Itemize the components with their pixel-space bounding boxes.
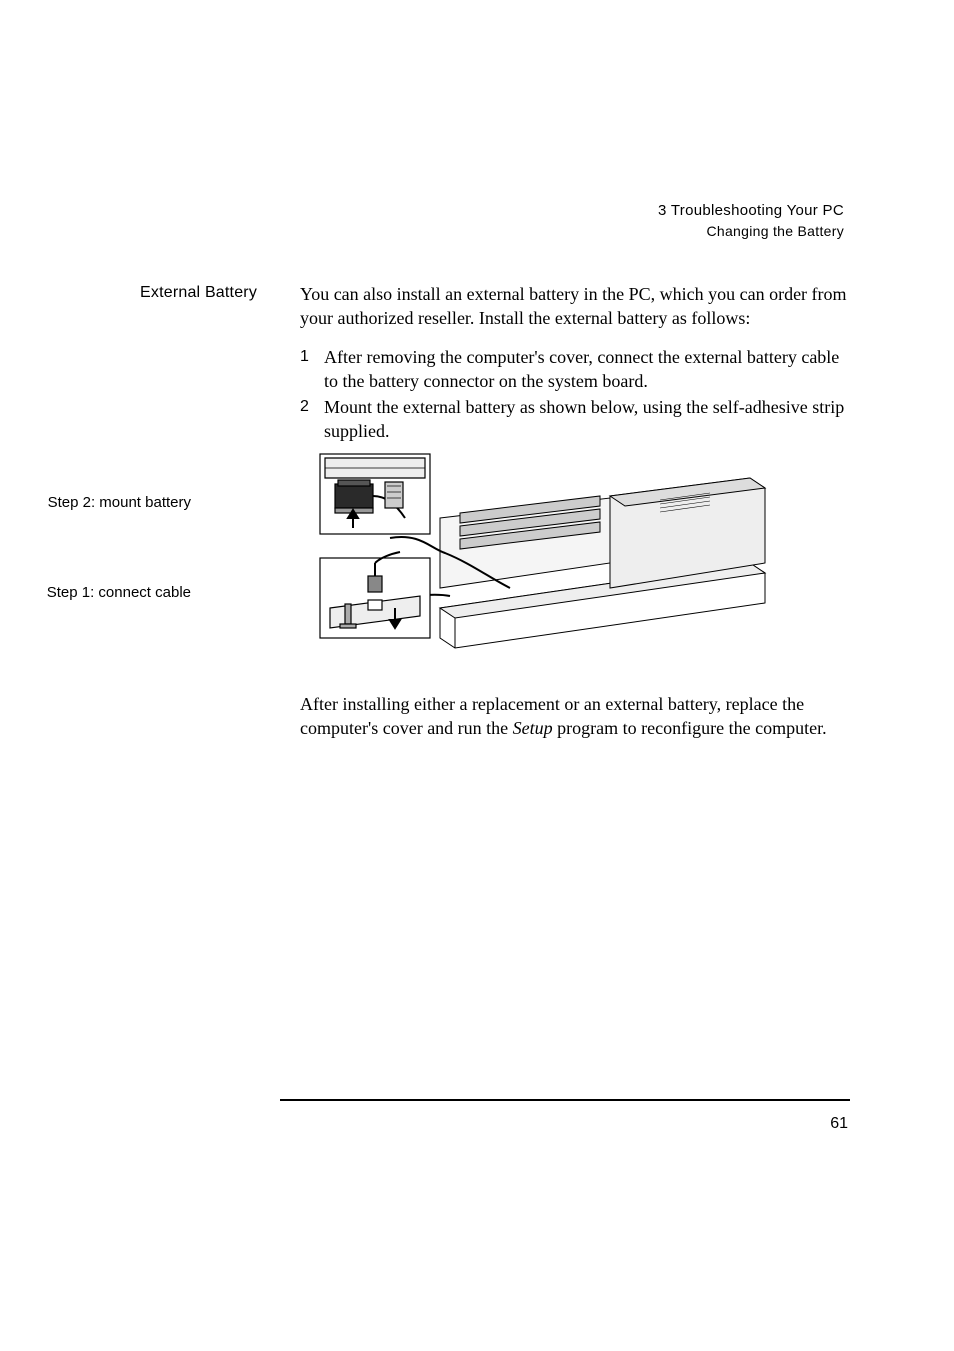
callout-step2: Step 2: mount battery	[31, 494, 191, 511]
footer-rule	[280, 1099, 850, 1101]
intro-paragraph: You can also install an external battery…	[300, 282, 850, 331]
page-container: 3 Troubleshooting Your PC Changing the B…	[0, 0, 954, 1351]
step-number: 2	[300, 395, 324, 418]
body-text: You can also install an external battery…	[300, 282, 850, 446]
page-header: 3 Troubleshooting Your PC Changing the B…	[658, 202, 844, 239]
step-number: 1	[300, 345, 324, 368]
detail-step2	[320, 454, 430, 534]
setup-program-name: Setup	[513, 718, 553, 738]
content-area: External Battery You can also install an…	[140, 282, 850, 446]
section-title: Changing the Battery	[658, 223, 844, 239]
step-text: After removing the computer's cover, con…	[324, 345, 850, 394]
figure-area: Step 2: mount battery Step 1: connect ca…	[190, 448, 770, 658]
callout-step1: Step 1: connect cable	[31, 584, 191, 601]
battery-installation-diagram	[190, 448, 770, 658]
margin-label: External Battery	[140, 282, 300, 302]
steps-list: 1 After removing the computer's cover, c…	[300, 345, 850, 444]
closing-text-2: program to reconfigure the computer.	[553, 718, 827, 738]
chapter-title: 3 Troubleshooting Your PC	[658, 202, 844, 219]
detail-step1	[320, 552, 430, 638]
content-row: External Battery You can also install an…	[140, 282, 850, 446]
closing-paragraph: After installing either a replacement or…	[300, 692, 850, 741]
step-text: Mount the external battery as shown belo…	[324, 395, 850, 444]
step-item: 1 After removing the computer's cover, c…	[300, 345, 850, 394]
step-item: 2 Mount the external battery as shown be…	[300, 395, 850, 444]
page-number: 61	[830, 1115, 848, 1133]
